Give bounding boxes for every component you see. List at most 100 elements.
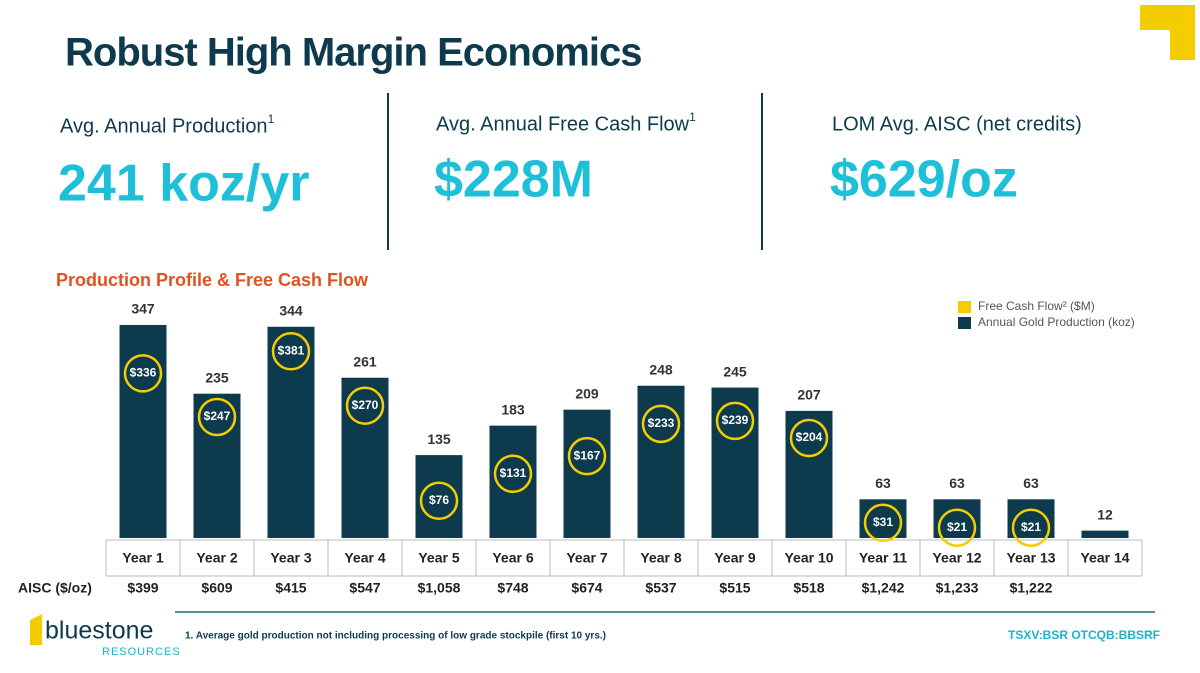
bar-value-label: 63 bbox=[1023, 475, 1039, 491]
logo-sub: RESOURCES bbox=[102, 646, 181, 658]
bar-value-label: 12 bbox=[1097, 506, 1113, 522]
fcf-label: $381 bbox=[278, 343, 305, 357]
x-tick-label: Year 13 bbox=[1006, 550, 1055, 566]
fcf-marker bbox=[715, 401, 755, 441]
fcf-label: $167 bbox=[574, 448, 601, 462]
aisc-value: $609 bbox=[201, 580, 232, 596]
x-tick-label: Year 14 bbox=[1080, 550, 1129, 566]
legend-swatch bbox=[958, 317, 971, 329]
fcf-marker bbox=[937, 508, 977, 547]
kpi-footnote-ref: 1 bbox=[689, 110, 696, 124]
chart: Free Cash Flow² ($M) Annual Gold Producti… bbox=[18, 299, 1143, 596]
bar-value-label: 183 bbox=[501, 401, 525, 417]
bar bbox=[119, 324, 167, 538]
x-tick-label: Year 8 bbox=[640, 550, 681, 566]
fcf-label: $233 bbox=[648, 416, 675, 430]
fcf-marker bbox=[1011, 508, 1051, 547]
fcf-marker bbox=[419, 481, 459, 521]
aisc-value: $1,222 bbox=[1010, 580, 1053, 596]
aisc-value: $1,242 bbox=[862, 580, 905, 596]
bar-value-label: 135 bbox=[427, 431, 451, 447]
aisc-value: $748 bbox=[497, 580, 528, 596]
fcf-label: $247 bbox=[204, 409, 231, 423]
x-tick-label: Year 5 bbox=[418, 550, 459, 566]
fcf-label: $239 bbox=[722, 413, 749, 427]
x-tick-label: Year 2 bbox=[196, 550, 237, 566]
bar-value-label: 235 bbox=[205, 369, 229, 385]
kpi-footnote-ref: 1 bbox=[268, 112, 275, 126]
legend-label: Annual Gold Production (koz) bbox=[978, 315, 1135, 329]
logo-name: bluestone bbox=[45, 617, 153, 645]
chart-title: Production Profile & Free Cash Flow bbox=[56, 270, 369, 290]
x-tick-label: Year 12 bbox=[932, 550, 981, 566]
kpi-label: Avg. Annual Production1 bbox=[60, 112, 275, 137]
bar-value-label: 63 bbox=[875, 475, 891, 491]
aisc-value: $518 bbox=[793, 580, 824, 596]
legend-label: Free Cash Flow² ($M) bbox=[978, 299, 1095, 313]
fcf-marker bbox=[197, 397, 237, 437]
bar bbox=[711, 387, 759, 538]
bar-value-label: 344 bbox=[279, 302, 303, 318]
kpi-value: $629/oz bbox=[830, 151, 1018, 209]
fcf-label: $270 bbox=[352, 398, 379, 412]
bar bbox=[341, 377, 389, 538]
aisc-value: $1,233 bbox=[936, 580, 979, 596]
x-tick-label: Year 6 bbox=[492, 550, 533, 566]
fcf-marker bbox=[789, 418, 829, 458]
fcf-marker bbox=[493, 454, 533, 494]
bar bbox=[1081, 530, 1129, 538]
row-label: AISC ($/oz) bbox=[18, 580, 92, 596]
bar bbox=[193, 393, 241, 538]
aisc-value: $547 bbox=[349, 580, 380, 596]
x-tick-label: Year 11 bbox=[859, 550, 907, 566]
fcf-marker bbox=[567, 436, 607, 476]
kpi-value: $228M bbox=[434, 151, 593, 209]
bar bbox=[637, 385, 685, 538]
corner-mark bbox=[1140, 5, 1195, 60]
footnote: 1. Average gold production not including… bbox=[185, 631, 606, 642]
fcf-marker bbox=[123, 354, 163, 393]
bar-value-label: 207 bbox=[797, 387, 821, 403]
x-tick-label: Year 7 bbox=[566, 550, 607, 566]
aisc-value: $415 bbox=[275, 580, 306, 596]
kpi-label: Avg. Annual Free Cash Flow1 bbox=[436, 110, 696, 135]
x-tick-label: Year 10 bbox=[784, 550, 833, 566]
fcf-label: $76 bbox=[429, 493, 449, 507]
x-tick-label: Year 1 bbox=[122, 550, 163, 566]
x-tick-label: Year 9 bbox=[714, 550, 755, 566]
ticker: TSXV:BSR OTCQB:BBSRF bbox=[1008, 628, 1160, 642]
kpi-label: LOM Avg. AISC (net credits) bbox=[832, 113, 1082, 135]
aisc-value: $537 bbox=[645, 580, 676, 596]
fcf-marker bbox=[271, 332, 311, 371]
bar-value-label: 248 bbox=[649, 361, 673, 377]
aisc-value: $1,058 bbox=[418, 580, 461, 596]
fcf-label: $21 bbox=[1021, 520, 1041, 534]
kpi-group: Avg. Annual Production1 241 koz/yr Avg. An… bbox=[58, 110, 1082, 213]
logo-mark bbox=[30, 614, 42, 645]
x-tick-label: Year 3 bbox=[270, 550, 311, 566]
fcf-label: $131 bbox=[500, 466, 527, 480]
fcf-label: $336 bbox=[130, 366, 157, 380]
aisc-value: $399 bbox=[127, 580, 158, 596]
aisc-value: $674 bbox=[571, 580, 602, 596]
kpi-value: 241 koz/yr bbox=[58, 155, 310, 213]
bar-value-label: 261 bbox=[353, 353, 377, 369]
bar-value-label: 347 bbox=[131, 301, 155, 317]
fcf-marker bbox=[641, 404, 681, 444]
fcf-label: $21 bbox=[947, 520, 967, 534]
bar-value-label: 63 bbox=[949, 475, 965, 491]
legend-swatch bbox=[958, 301, 971, 313]
fcf-marker bbox=[863, 503, 903, 543]
fcf-label: $204 bbox=[796, 430, 823, 444]
bar-value-label: 245 bbox=[723, 363, 747, 379]
fcf-marker bbox=[345, 386, 385, 425]
bar bbox=[415, 455, 463, 538]
fcf-label: $31 bbox=[873, 515, 893, 529]
bar-value-label: 209 bbox=[575, 385, 599, 401]
bar bbox=[785, 410, 833, 538]
slide-title: Robust High Margin Economics bbox=[65, 31, 641, 75]
aisc-value: $515 bbox=[719, 580, 750, 596]
x-tick-label: Year 4 bbox=[344, 550, 385, 566]
